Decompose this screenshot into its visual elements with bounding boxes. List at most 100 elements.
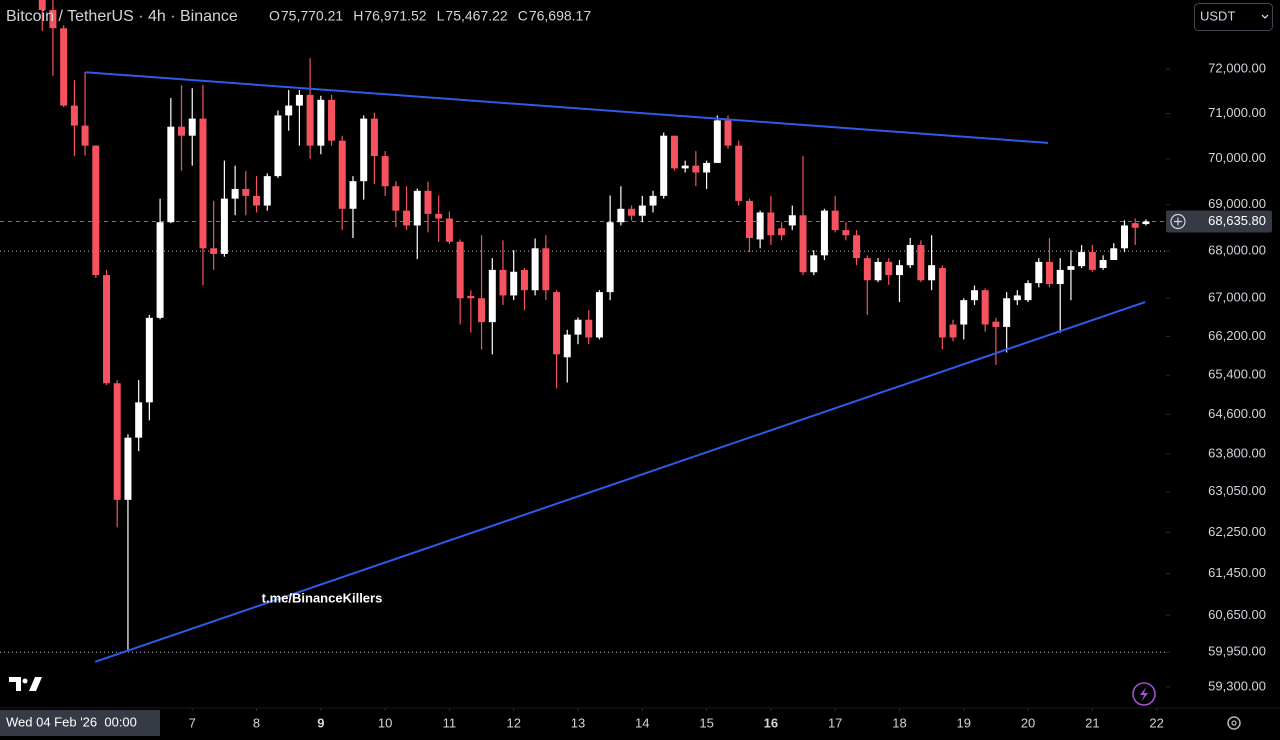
candle-body	[92, 145, 100, 276]
candle-body	[242, 188, 250, 196]
candle-body	[756, 212, 764, 240]
currency-label[interactable]: USDT	[1200, 8, 1235, 23]
candle-body	[820, 210, 828, 256]
last-price-label: 68,635.80	[1208, 213, 1266, 228]
candle-body	[724, 120, 732, 146]
crosshair-text: Wed 04 Feb '26 00:00	[6, 714, 137, 729]
gear-center[interactable]	[1231, 720, 1237, 726]
candle-body	[1142, 221, 1150, 225]
gear-icon[interactable]	[1227, 716, 1241, 730]
candle-body	[360, 118, 368, 182]
candle-body	[145, 317, 153, 403]
x-tick-label: 8	[253, 715, 260, 730]
candle-body	[874, 261, 882, 281]
lightning-circle[interactable]	[1132, 682, 1156, 706]
ohlc-key: L	[437, 8, 445, 24]
y-tick-label: 59,950.00	[1208, 644, 1266, 659]
add-alert-icon	[1170, 213, 1186, 230]
candle-body	[767, 212, 775, 236]
candle-body	[574, 319, 582, 335]
candle-body	[306, 94, 314, 146]
candle-body	[253, 195, 261, 206]
candle-body	[295, 94, 303, 106]
y-tick-label: 68,000.00	[1208, 243, 1266, 258]
tv-logo	[9, 677, 42, 691]
crosshair-label: Wed 04 Feb '26 00:00	[0, 710, 160, 736]
candle-body	[510, 271, 518, 296]
currency-select[interactable]: USDT	[1194, 3, 1273, 31]
candle-body	[799, 215, 807, 273]
candle-body	[1013, 295, 1021, 301]
chevron[interactable]	[1261, 14, 1269, 19]
candle-body	[424, 190, 432, 214]
candle-body	[778, 228, 786, 236]
y-tick-label: 71,000.00	[1208, 105, 1266, 120]
y-tick-label: 72,000.00	[1208, 61, 1266, 76]
candle-body	[1120, 225, 1128, 249]
x-tick-label: 19	[957, 715, 971, 730]
candle-body	[810, 255, 818, 273]
x-tick-label: 15	[699, 715, 713, 730]
watermark: t.me/BinanceKillers	[262, 590, 383, 605]
candle-body	[188, 118, 196, 136]
y-tick-label: 65,400.00	[1208, 367, 1266, 382]
settings-button[interactable]	[1227, 716, 1241, 730]
candle-body	[70, 105, 78, 126]
lightning-button[interactable]	[1132, 682, 1156, 706]
x-tick-label: 20	[1021, 715, 1035, 730]
candle-body	[906, 245, 914, 266]
candle-body	[499, 269, 507, 296]
lightning-icon[interactable]	[1140, 687, 1148, 701]
candle-body	[124, 437, 132, 500]
candle-body	[670, 135, 678, 169]
ohlc-header: O 75,770.21 H 76,971.52 L 75,467.22 C 76,698.17	[269, 8, 591, 24]
chart-title: Bitcoin / TetherUS · 4h · Binance	[6, 8, 238, 25]
y-tick-label: 63,800.00	[1208, 446, 1266, 461]
currency-box[interactable]	[1194, 3, 1273, 31]
candle-body	[1045, 261, 1053, 285]
trendline	[94, 301, 1146, 663]
candle-body	[467, 295, 475, 299]
y-tick-label: 66,200.00	[1208, 328, 1266, 343]
candle-body	[220, 198, 228, 254]
candle-body	[520, 269, 528, 291]
x-tick-label: 14	[635, 715, 649, 730]
crosshair-box	[0, 710, 160, 736]
candle-body	[649, 195, 657, 206]
y-tick-label: 70,000.00	[1208, 150, 1266, 165]
candle-body	[478, 298, 486, 323]
candle-body	[703, 162, 711, 173]
candle-body	[981, 290, 989, 325]
x-tick-label: 11	[443, 715, 457, 730]
y-tick-label: 59,300.00	[1208, 678, 1266, 693]
candle-body	[1131, 223, 1139, 228]
last-price-box	[1166, 210, 1272, 233]
candle-body	[210, 248, 218, 254]
candle-body	[842, 230, 850, 236]
candle-body	[885, 261, 893, 276]
candle-body	[1110, 248, 1118, 261]
ohlc-value: 75,770.21	[281, 8, 343, 24]
candle-body	[563, 334, 571, 358]
candle-body	[49, 9, 57, 29]
candle-body	[531, 248, 539, 291]
y-tick-label: 64,600.00	[1208, 406, 1266, 421]
candle-body	[617, 208, 625, 223]
candle-body	[328, 99, 336, 141]
candle-body	[960, 300, 968, 325]
candle-body	[735, 145, 743, 201]
candle-body	[156, 222, 164, 318]
ohlc-key: H	[353, 8, 363, 24]
candle-body	[831, 210, 839, 231]
candle-body	[370, 118, 378, 157]
candle-body	[542, 248, 550, 291]
candle-body	[928, 265, 936, 281]
candle-body	[60, 28, 68, 106]
candle-body	[435, 213, 443, 219]
candle-body	[595, 292, 603, 338]
candle-body	[167, 126, 175, 223]
y-tick-label: 63,050.00	[1208, 483, 1266, 498]
candle-body	[135, 402, 143, 438]
